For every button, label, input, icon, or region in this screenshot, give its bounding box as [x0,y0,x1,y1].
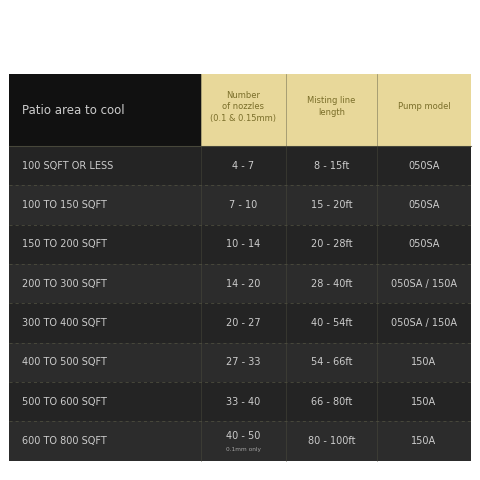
Text: 050SA / 150A: 050SA / 150A [391,279,457,288]
Text: Pump model: Pump model [397,102,450,111]
Bar [9,382,471,421]
Bar [9,146,471,185]
Text: 14 - 20: 14 - 20 [226,279,261,288]
Bar [9,74,201,146]
Text: 100 TO 150 SQFT: 100 TO 150 SQFT [22,200,107,210]
Bar [9,421,471,461]
Text: 8 - 15ft: 8 - 15ft [314,161,349,170]
Text: 80 - 100ft: 80 - 100ft [308,436,355,446]
Text: Patio area to cool: Patio area to cool [22,104,125,117]
Text: 20 - 28ft: 20 - 28ft [311,240,352,249]
Bar [9,225,471,264]
Text: Misting line
length: Misting line length [307,96,356,117]
Text: 40 - 54ft: 40 - 54ft [311,318,352,328]
Bar [9,303,471,343]
Text: 40 - 50: 40 - 50 [226,431,261,441]
Text: 600 TO 800 SQFT: 600 TO 800 SQFT [22,436,107,446]
Bar [9,264,471,303]
Text: 4 - 7: 4 - 7 [232,161,254,170]
Text: 150A: 150A [411,436,436,446]
Text: 0.1mm only: 0.1mm only [226,447,261,452]
Text: 7 - 10: 7 - 10 [229,200,258,210]
Bar [9,343,471,382]
Text: 050SA: 050SA [408,161,440,170]
Text: 300 TO 400 SQFT: 300 TO 400 SQFT [22,318,107,328]
Text: 10 - 14: 10 - 14 [227,240,261,249]
Text: 050SA: 050SA [408,200,440,210]
Bar [9,185,471,225]
Text: 54 - 66ft: 54 - 66ft [311,358,352,367]
Text: 20 - 27: 20 - 27 [226,318,261,328]
Text: 400 TO 500 SQFT: 400 TO 500 SQFT [22,358,107,367]
Text: 15 - 20ft: 15 - 20ft [311,200,352,210]
Text: 150 TO 200 SQFT: 150 TO 200 SQFT [22,240,107,249]
Text: 150A: 150A [411,358,436,367]
Text: 050SA / 150A: 050SA / 150A [391,318,457,328]
Text: 27 - 33: 27 - 33 [226,358,261,367]
Text: 66 - 80ft: 66 - 80ft [311,397,352,407]
Text: 500 TO 600 SQFT: 500 TO 600 SQFT [22,397,107,407]
Text: 050SA: 050SA [408,240,440,249]
Bar [201,74,286,146]
Text: 100 SQFT OR LESS: 100 SQFT OR LESS [22,161,113,170]
Bar [9,74,471,461]
Bar [286,74,376,146]
Bar [376,74,471,146]
Text: 28 - 40ft: 28 - 40ft [311,279,352,288]
Text: 150A: 150A [411,397,436,407]
Text: Number
of nozzles
(0.1 & 0.15mm): Number of nozzles (0.1 & 0.15mm) [210,91,276,122]
Text: 200 TO 300 SQFT: 200 TO 300 SQFT [22,279,107,288]
Text: 33 - 40: 33 - 40 [227,397,261,407]
